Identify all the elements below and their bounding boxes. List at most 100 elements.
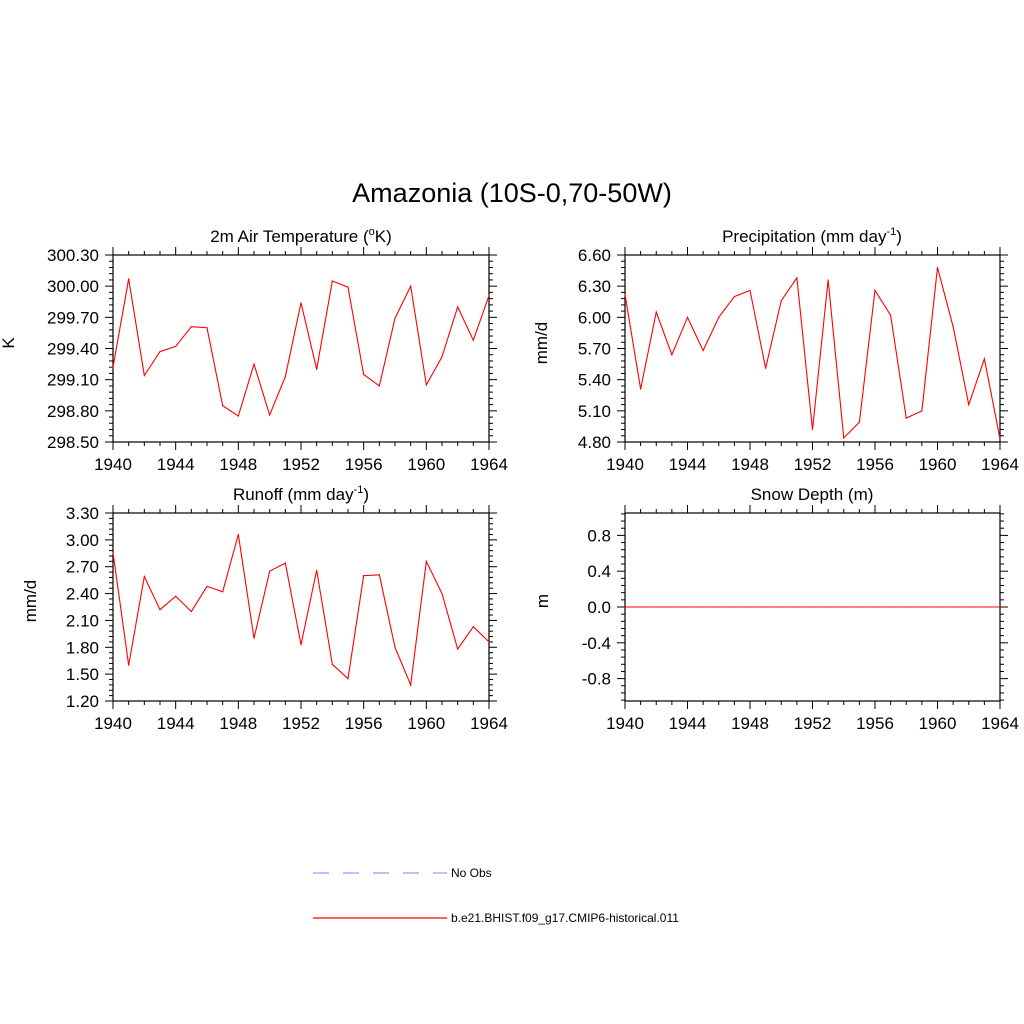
data-point xyxy=(394,646,396,648)
data-point xyxy=(237,533,239,536)
data-point xyxy=(686,316,689,318)
data-point xyxy=(128,664,130,666)
data-point xyxy=(624,293,626,296)
data-point xyxy=(905,417,907,419)
y-tick-label: 298.80 xyxy=(47,402,99,421)
data-point xyxy=(936,606,939,608)
data-point xyxy=(363,575,365,577)
x-tick-label: 1944 xyxy=(669,455,707,474)
data-point xyxy=(300,302,302,304)
y-tick-label: 300.00 xyxy=(47,277,99,296)
data-point xyxy=(316,368,318,370)
y-tick-label: 1.20 xyxy=(66,692,99,711)
data-point xyxy=(952,326,954,328)
data-point xyxy=(640,388,642,390)
panel-1: 1940 1944 1948 1952 1956 1960 1964 298.50 298.80… xyxy=(0,226,508,474)
x-tick-label: 1960 xyxy=(919,714,957,733)
data-point xyxy=(765,367,767,369)
data-point xyxy=(827,279,829,281)
plot-frame xyxy=(624,254,1001,443)
data-point xyxy=(284,562,286,564)
data-point xyxy=(206,327,208,329)
data-point xyxy=(488,294,490,297)
data-point xyxy=(253,637,255,639)
data-point xyxy=(441,356,443,358)
y-tick-label: 5.40 xyxy=(578,371,611,390)
y-tick-label: 299.70 xyxy=(47,308,99,327)
x-tick-label: 1964 xyxy=(981,714,1019,733)
data-point xyxy=(890,606,892,608)
data-point xyxy=(718,606,720,608)
data-point xyxy=(843,437,845,439)
data-point xyxy=(222,405,224,407)
data-point xyxy=(190,610,192,613)
data-point xyxy=(331,663,333,665)
data-point xyxy=(811,606,814,608)
series-line-1 xyxy=(112,278,490,417)
panels-group: 1940 1944 1948 1952 1956 1960 1964 298.50 298.80… xyxy=(0,226,1019,733)
data-point xyxy=(733,295,735,298)
y-tick-label: 2.10 xyxy=(66,611,99,630)
page-title: Amazonia (10S-0,70-50W) xyxy=(352,178,672,208)
x-tick-label: 1952 xyxy=(794,714,832,733)
panel-4: 1940 1944 1948 1952 1956 1960 1964 -0.8 -0.4 0.0 0… xyxy=(533,485,1019,733)
data-point xyxy=(921,410,923,412)
data-point xyxy=(624,606,626,608)
y-axis-label: mm/d xyxy=(532,322,551,365)
x-tick-label: 1956 xyxy=(856,455,894,474)
data-point xyxy=(190,326,192,328)
data-point xyxy=(890,314,892,316)
y-tick-label: 299.10 xyxy=(47,371,99,390)
y-tick-label: 6.60 xyxy=(578,246,611,265)
y-tick-label: 6.30 xyxy=(578,277,611,296)
data-point xyxy=(457,648,459,650)
panel-title: Runoff (mm day-1) xyxy=(233,484,369,504)
x-tick-label: 1956 xyxy=(856,714,894,733)
data-point xyxy=(905,606,907,608)
legend-label: No Obs xyxy=(451,866,492,880)
x-tick-label: 1952 xyxy=(282,714,320,733)
x-tick-label: 1964 xyxy=(981,455,1019,474)
data-point xyxy=(780,606,782,608)
data-point xyxy=(363,373,365,376)
data-point xyxy=(999,606,1001,608)
panel-title: Snow Depth (m) xyxy=(751,485,874,504)
panel-title: Precipitation (mm day-1) xyxy=(722,226,902,246)
x-tick-label: 1944 xyxy=(669,714,707,733)
data-point xyxy=(269,570,271,572)
x-tick-label: 1952 xyxy=(794,455,832,474)
data-point xyxy=(472,626,474,628)
y-tick-label: -0.8 xyxy=(582,670,611,689)
x-tick-label: 1960 xyxy=(407,455,445,474)
data-point xyxy=(765,606,767,608)
data-point xyxy=(936,266,939,269)
data-point xyxy=(175,345,177,348)
data-point xyxy=(874,606,876,608)
series-line-1 xyxy=(624,267,1001,440)
y-tick-label: 298.50 xyxy=(47,433,99,452)
data-point xyxy=(858,606,860,608)
x-tick-label: 1956 xyxy=(345,714,383,733)
legend-label: b.e21.BHIST.f09_g17.CMIP6-historical.011 xyxy=(451,911,679,925)
data-point xyxy=(640,606,642,608)
legend: No Obs b.e21.BHIST.f09_g17.CMIP6-historic… xyxy=(313,866,679,925)
x-tick-label: 1948 xyxy=(219,714,257,733)
y-tick-label: 5.10 xyxy=(578,402,611,421)
x-tick-label: 1964 xyxy=(470,455,508,474)
data-point xyxy=(983,606,985,608)
data-point xyxy=(316,569,318,571)
x-tick-label: 1944 xyxy=(157,714,195,733)
y-tick-label: 3.30 xyxy=(66,504,99,523)
data-point xyxy=(347,286,349,288)
data-point xyxy=(749,289,751,291)
data-point xyxy=(796,277,798,279)
data-point xyxy=(472,339,474,341)
x-tick-label: 1948 xyxy=(219,455,257,474)
data-point xyxy=(425,560,427,562)
data-point xyxy=(159,351,161,353)
data-point xyxy=(457,306,459,308)
y-tick-label: 3.00 xyxy=(66,531,99,550)
data-point xyxy=(128,278,130,280)
y-tick-label: 0.0 xyxy=(587,598,611,617)
